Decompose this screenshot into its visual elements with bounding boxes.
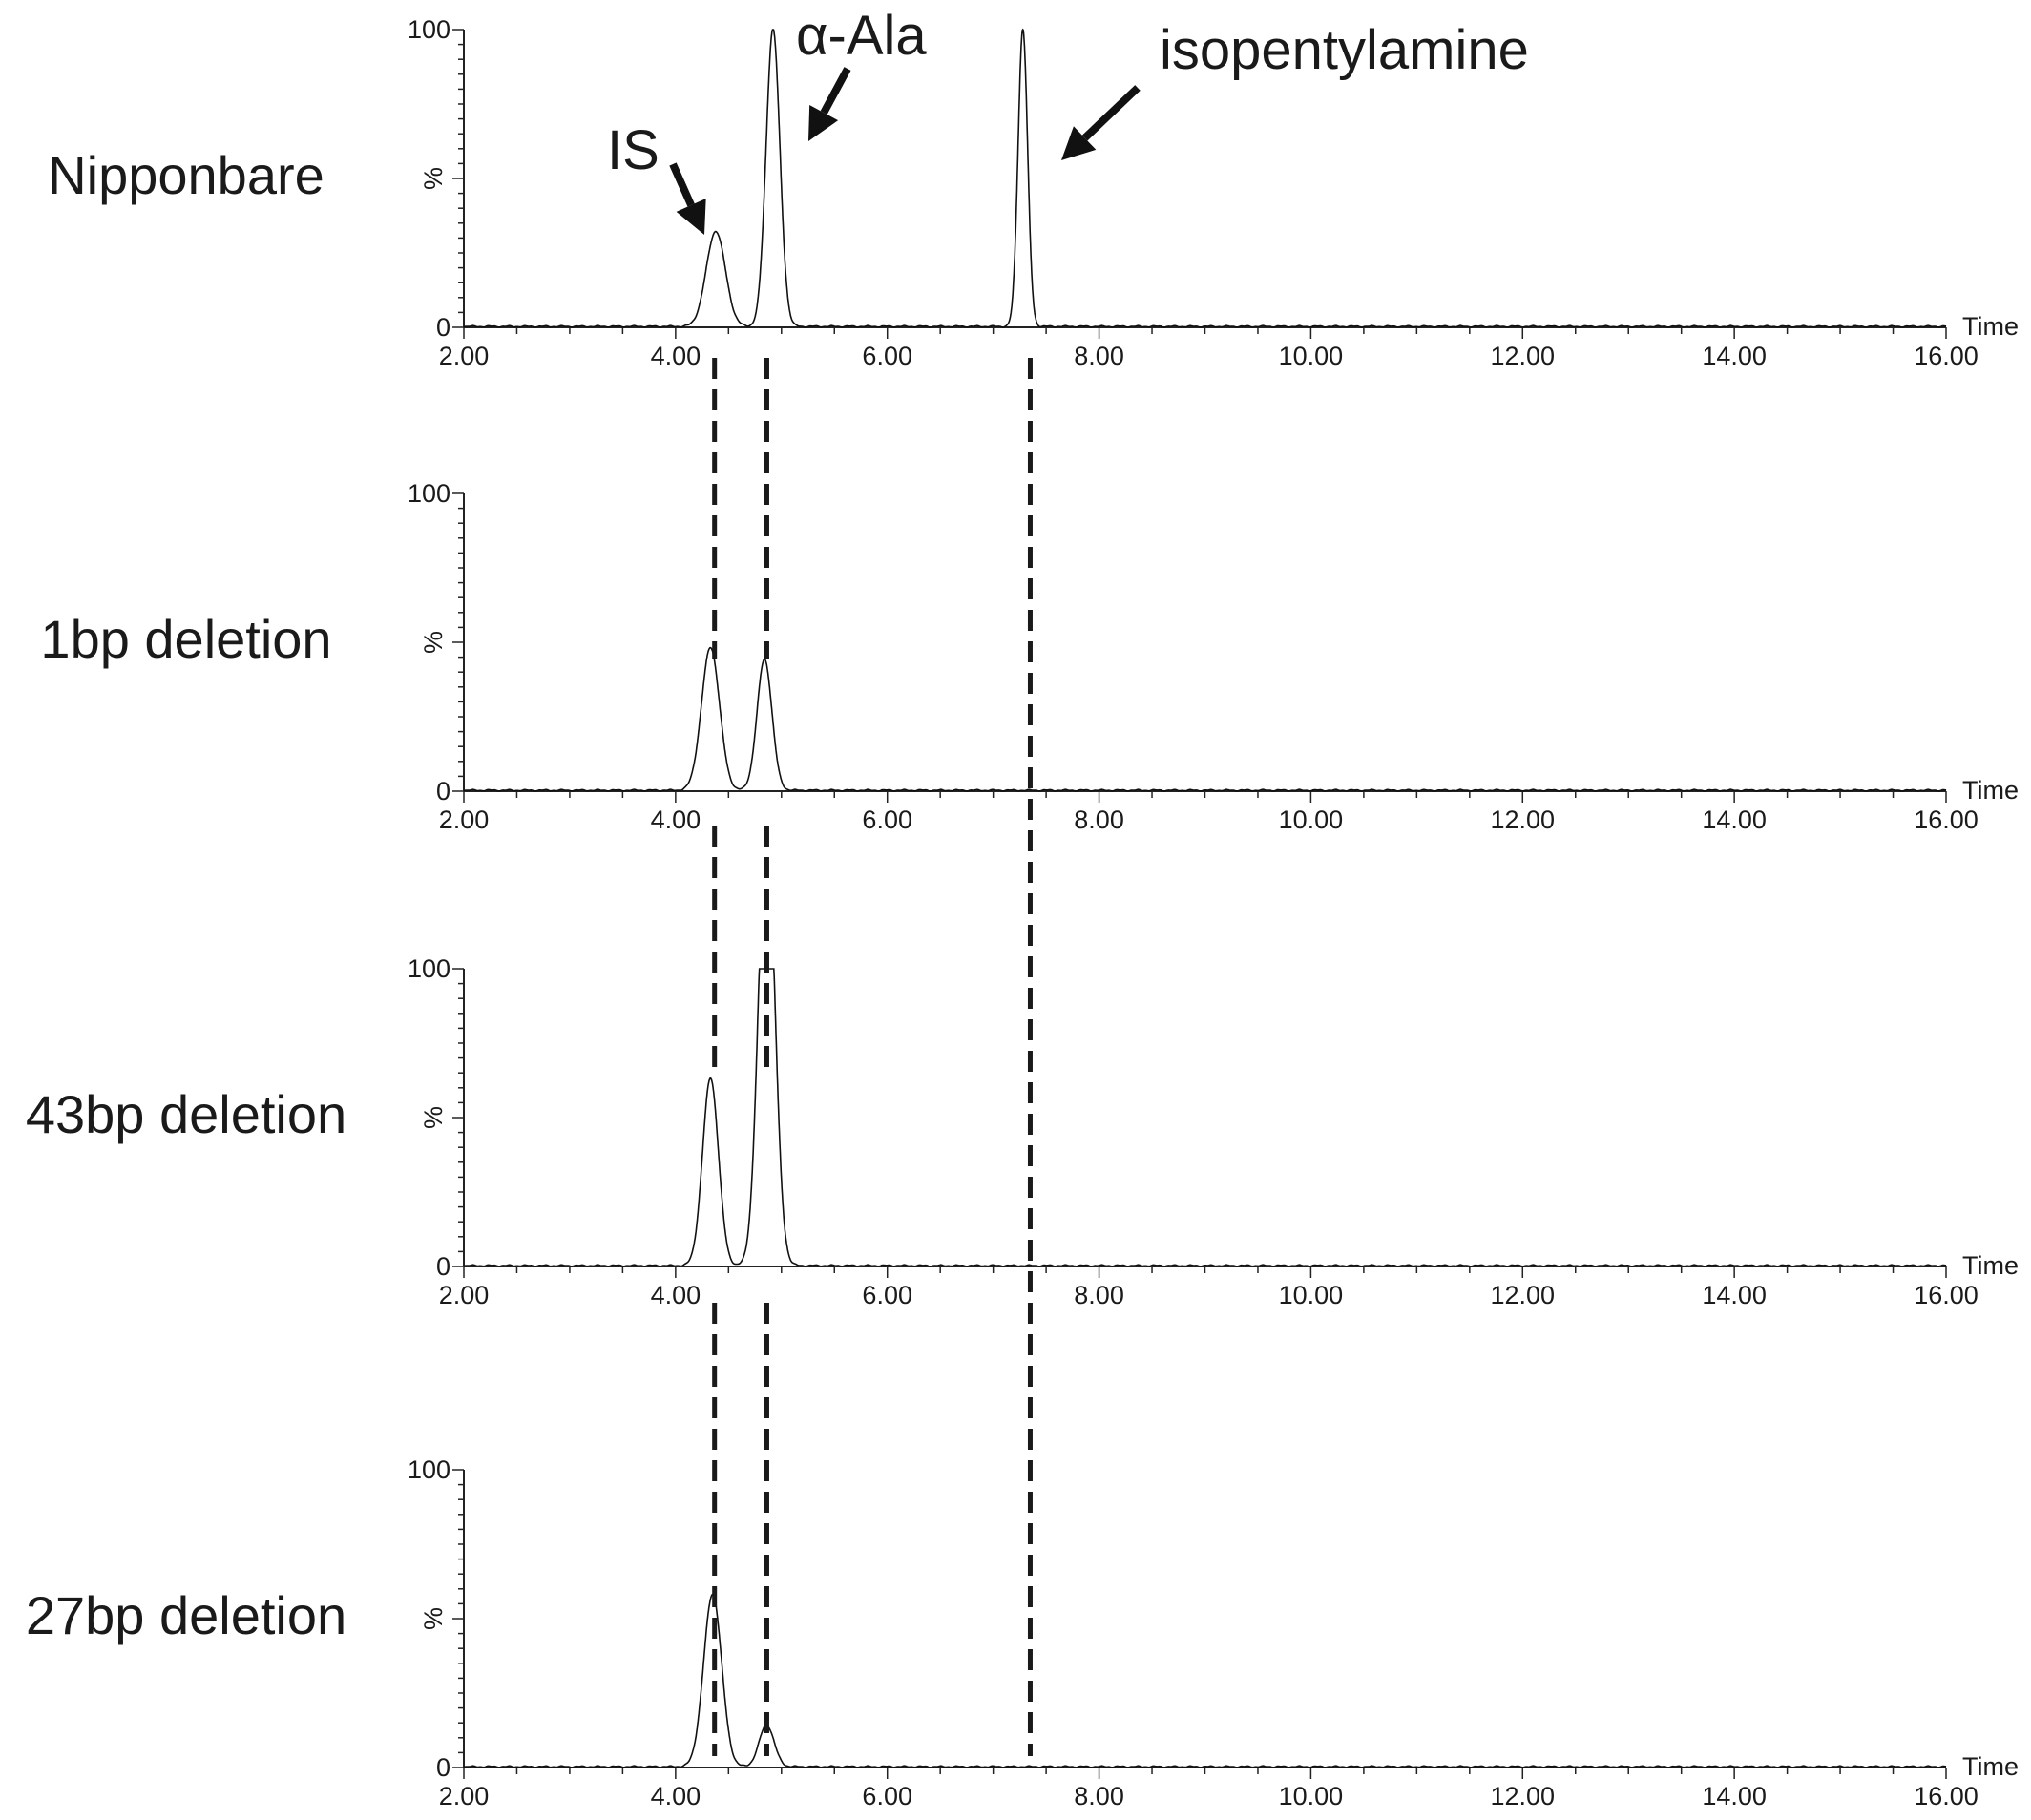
y-tick-label: 100	[408, 954, 450, 983]
peak-annotations: IS α-Ala isopentylamine	[607, 5, 1529, 235]
y-tick-label: 0	[436, 1753, 450, 1782]
x-tick-label: 14.00	[1702, 805, 1767, 834]
y-axis-unit: %	[419, 1607, 448, 1630]
x-tick-label: 4.00	[651, 805, 701, 834]
y-tick-label: 0	[436, 313, 450, 342]
chromatogram-trace	[463, 1593, 1947, 1768]
x-tick-label: 8.00	[1074, 1281, 1124, 1309]
x-tick-label: 6.00	[862, 342, 912, 370]
x-tick-label: 12.00	[1490, 1281, 1555, 1309]
panel-3: 43bp deletion 0 100% 2.00 4.00 6.00 8.00 10.00 1…	[26, 954, 2019, 1309]
x-tick-label: 16.00	[1914, 342, 1979, 370]
sample-label: 1bp deletion	[40, 609, 331, 669]
arrow-isopentylamine	[1061, 85, 1141, 160]
x-tick-label: 12.00	[1490, 805, 1555, 834]
x-tick-label: 2.00	[439, 805, 490, 834]
x-tick-label: 8.00	[1074, 342, 1124, 370]
x-tick-label: 16.00	[1914, 1281, 1979, 1309]
x-tick-label: 16.00	[1914, 805, 1979, 834]
sample-label: 43bp deletion	[26, 1084, 346, 1144]
x-tick-label: 10.00	[1279, 1281, 1344, 1309]
x-tick-label: 14.00	[1702, 1782, 1767, 1810]
panel-4: 27bp deletion 0 100% 2.00 4.00 6.00 8.00 10.00 1…	[26, 1455, 2019, 1810]
y-axis-unit: %	[419, 1106, 448, 1129]
x-tick-label: 14.00	[1702, 1281, 1767, 1309]
x-tick-label: 12.00	[1490, 1782, 1555, 1810]
x-tick-label: 8.00	[1074, 805, 1124, 834]
x-tick-label: 4.00	[651, 342, 701, 370]
panel-2: 1bp deletion 0 100% 2.00 4.00 6.00 8.00 10.00 12…	[40, 479, 2019, 834]
x-tick-label: 4.00	[651, 1782, 701, 1810]
reference-lines	[712, 358, 1033, 1756]
annotation-isopentylamine: isopentylamine	[1160, 19, 1529, 81]
x-tick-label: 14.00	[1702, 342, 1767, 370]
x-tick-label: 6.00	[862, 1782, 912, 1810]
sample-label: Nipponbare	[48, 145, 325, 205]
x-tick-label: 2.00	[439, 1281, 490, 1309]
x-axis-title: Time	[1962, 312, 2019, 341]
x-tick-label: 12.00	[1490, 342, 1555, 370]
x-tick-label: 2.00	[439, 342, 490, 370]
chromatogram-trace	[463, 968, 1947, 1267]
y-axis-unit: %	[419, 631, 448, 654]
y-tick-label: 0	[436, 1252, 450, 1281]
sample-label: 27bp deletion	[26, 1585, 346, 1645]
x-tick-label: 2.00	[439, 1782, 490, 1810]
x-tick-label: 4.00	[651, 1281, 701, 1309]
x-tick-label: 8.00	[1074, 1782, 1124, 1810]
arrow-alpha-ala	[808, 67, 851, 141]
y-tick-label: 0	[436, 777, 450, 805]
arrow-is	[669, 162, 706, 235]
x-axis-title: Time	[1962, 1752, 2019, 1781]
chromatogram-trace	[463, 28, 1947, 328]
x-tick-label: 6.00	[862, 805, 912, 834]
x-tick-label: 10.00	[1279, 1782, 1344, 1810]
x-tick-label: 10.00	[1279, 342, 1344, 370]
y-axis-unit: %	[419, 167, 448, 190]
chromatogram-panels: Nipponbare 0 100% 2.00 4.00 6.00 8.00 10.00 12.0…	[26, 15, 2019, 1810]
annotation-is: IS	[607, 119, 660, 181]
x-tick-label: 10.00	[1279, 805, 1344, 834]
y-tick-label: 100	[408, 479, 450, 508]
x-tick-label: 6.00	[862, 1281, 912, 1309]
x-axis-title: Time	[1962, 776, 2019, 805]
y-tick-label: 100	[408, 1455, 450, 1484]
chromatogram-trace	[463, 646, 1947, 792]
y-tick-label: 100	[408, 15, 450, 44]
x-axis-title: Time	[1962, 1251, 2019, 1280]
annotation-alpha-ala: α-Ala	[796, 5, 927, 67]
x-tick-label: 16.00	[1914, 1782, 1979, 1810]
panel-1: Nipponbare 0 100% 2.00 4.00 6.00 8.00 10.00 12.0…	[48, 15, 2019, 370]
